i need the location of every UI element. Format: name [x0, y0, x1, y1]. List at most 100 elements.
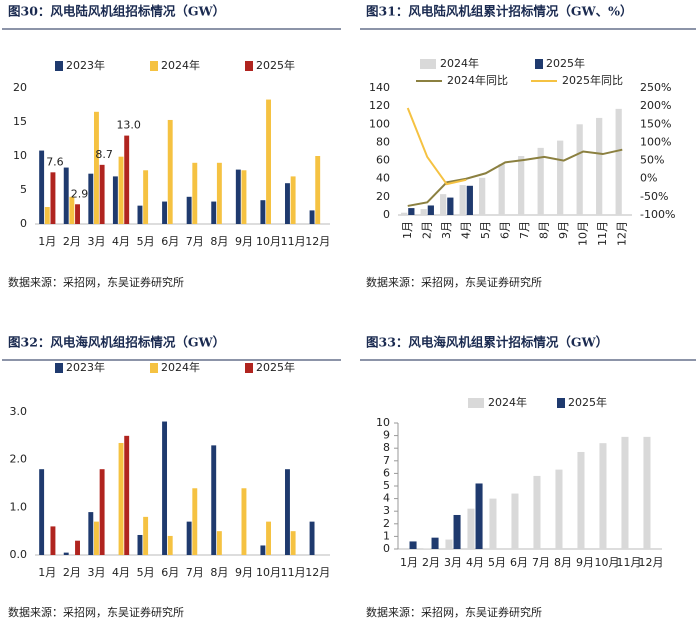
y-tick-label: 6 [383, 466, 390, 479]
y-tick-label: 10 [13, 149, 27, 162]
bar [447, 197, 454, 215]
x-tick-label: 3月 [444, 556, 462, 569]
legend-label: 2025年 [568, 395, 607, 409]
x-tick-label: 10月 [256, 235, 281, 248]
bar [479, 177, 486, 215]
x-tick-label: 12月 [639, 556, 664, 569]
bar [75, 540, 80, 555]
bar [118, 156, 124, 224]
bar [63, 167, 69, 224]
x-tick-label: 1月 [401, 221, 414, 239]
y-tick-label: 3.0 [10, 405, 28, 418]
bar [167, 119, 173, 224]
x-tick-label: 11月 [281, 235, 306, 248]
y-tick-label: 4 [383, 492, 390, 505]
y2-tick-label: 100% [640, 135, 671, 148]
bar [241, 488, 247, 555]
source: 数据来源：采招网，东吴证券研究所 [366, 275, 542, 289]
bar [39, 150, 45, 224]
y2-tick-label: 250% [640, 81, 671, 94]
y-tick-label: 10 [376, 416, 390, 429]
y-tick-label: 80 [376, 135, 390, 148]
bar [211, 445, 217, 555]
bar [162, 421, 168, 555]
line [407, 148, 623, 207]
x-tick-label: 2月 [422, 556, 440, 569]
data-label: 2.9 [71, 187, 89, 200]
y-tick-label: 2 [383, 517, 390, 530]
y-tick-label: 15 [13, 115, 27, 128]
bar [576, 124, 583, 215]
y2-tick-label: -100% [640, 208, 675, 221]
bar [577, 451, 585, 549]
bar [211, 201, 217, 224]
x-tick-label: 9月 [235, 566, 253, 579]
bar [409, 541, 417, 549]
bar [44, 207, 50, 224]
y-tick-label: 1.0 [10, 500, 28, 513]
bar [643, 436, 651, 549]
figure-title: 图31：风电陆风机组累计招标情况（GW、%） [366, 4, 633, 19]
bar [511, 493, 519, 549]
x-tick-label: 8月 [210, 235, 228, 248]
bar [137, 534, 143, 555]
x-tick-label: 9月 [235, 235, 253, 248]
bar [309, 521, 315, 555]
y-tick-label: 100 [369, 117, 390, 130]
bar [423, 548, 431, 549]
x-tick-label: 3月 [87, 566, 105, 579]
bar [99, 164, 105, 224]
x-tick-label: 2月 [63, 566, 81, 579]
x-tick-label: 5月 [137, 566, 155, 579]
bar [167, 535, 173, 555]
bar [557, 140, 564, 215]
x-tick-label: 7月 [532, 556, 550, 569]
legend-swatch [420, 59, 436, 69]
legend-label: 2024年 [488, 395, 527, 409]
y2-tick-label: 200% [640, 99, 671, 112]
y2-tick-label: -50% [640, 190, 668, 203]
bar [118, 442, 124, 555]
y-tick-label: 0 [383, 208, 390, 221]
y-tick-label: 7 [383, 454, 390, 467]
y2-tick-label: 50% [640, 154, 664, 167]
source: 数据来源：采招网，东吴证券研究所 [366, 605, 542, 619]
legend-label: 2024年 [161, 58, 200, 72]
bar [615, 108, 622, 215]
bar [260, 200, 266, 224]
bar [290, 176, 296, 224]
legend-label: 2025年 [546, 56, 585, 70]
y-tick-label: 20 [376, 190, 390, 203]
x-tick-label: 7月 [186, 235, 204, 248]
x-tick-label: 11月 [281, 566, 306, 579]
legend-swatch [55, 363, 63, 373]
bar [533, 475, 541, 549]
bar [50, 526, 56, 555]
y-tick-label: 120 [369, 99, 390, 112]
bar [498, 164, 505, 215]
y-tick-label: 3 [383, 504, 390, 517]
bar [50, 172, 56, 224]
x-tick-label: 10月 [256, 566, 281, 579]
x-tick-label: 5月 [479, 221, 492, 239]
y2-tick-label: 0% [640, 172, 657, 185]
x-tick-label: 8月 [210, 566, 228, 579]
y-tick-label: 1 [383, 529, 390, 542]
x-tick-label: 1月 [38, 566, 56, 579]
bar [192, 162, 198, 224]
bar [555, 469, 563, 549]
y-tick-label: 8 [383, 441, 390, 454]
bar [75, 204, 80, 224]
bar [99, 469, 105, 555]
legend-swatch [150, 363, 158, 373]
x-tick-label: 4月 [112, 235, 130, 248]
bar [599, 443, 607, 549]
bar [124, 435, 130, 555]
x-tick-label: 1月 [400, 556, 418, 569]
bar [518, 156, 525, 215]
legend-label: 2025年 [256, 360, 295, 374]
x-tick-label: 12月 [615, 221, 628, 246]
bar [143, 516, 149, 555]
bar [285, 183, 290, 224]
y-tick-label: 60 [376, 154, 390, 167]
